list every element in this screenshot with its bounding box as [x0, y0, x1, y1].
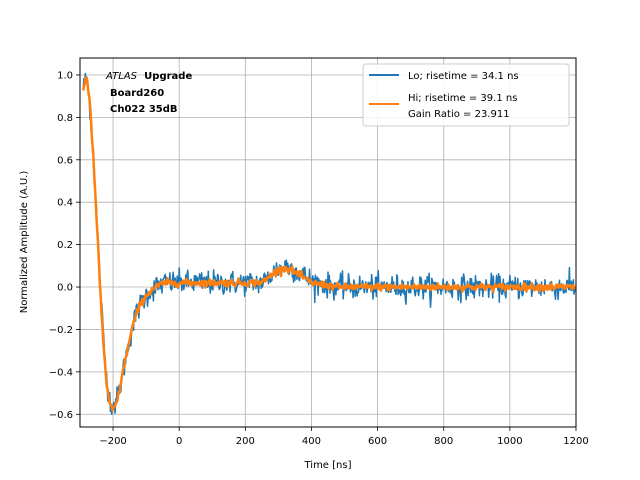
series-line-hi	[82, 76, 576, 412]
y-tick-label: 0.0	[57, 283, 73, 294]
x-tick-label: 800	[434, 436, 453, 447]
y-axis-ticks: −0.6 −0.4 −0.2 0.0 0.2 0.4 0.6 0.8 1.0	[49, 70, 80, 421]
y-tick-label: −0.2	[49, 325, 73, 336]
legend-label-hi-line1: Hi; risetime = 39.1 ns	[408, 93, 517, 104]
legend-label-lo: Lo; risetime = 34.1 ns	[408, 71, 519, 82]
y-tick-label: −0.4	[49, 367, 73, 378]
x-tick-label: 0	[176, 436, 182, 447]
y-tick-label: 0.4	[57, 198, 73, 209]
legend-label-hi-line2: Gain Ratio = 23.911	[408, 109, 510, 120]
y-tick-label: 0.2	[57, 240, 73, 251]
plot-area	[82, 72, 576, 416]
y-tick-label: 1.0	[57, 70, 73, 81]
x-tick-label: 400	[302, 436, 321, 447]
annotation-upgrade: Upgrade	[144, 71, 192, 82]
legend: Lo; risetime = 34.1 ns Hi; risetime = 39…	[362, 63, 570, 127]
x-tick-label: 1000	[497, 436, 522, 447]
legend-label-hi: Hi; risetime = 39.1 ns Gain Ratio = 23.9…	[408, 93, 521, 120]
x-axis-ticks: −200 0 200 400 600 800 1000 1200	[99, 427, 589, 447]
annotation-block: ATLAS Upgrade Board260 Ch022 35dB	[105, 71, 192, 115]
x-tick-label: 1200	[563, 436, 588, 447]
annotation-line-1: ATLAS Upgrade	[105, 71, 192, 82]
x-tick-label: −200	[99, 436, 126, 447]
y-tick-label: −0.6	[49, 410, 73, 421]
annotation-channel: Ch022 35dB	[110, 104, 178, 115]
x-axis-label: Time [ns]	[303, 460, 351, 471]
y-axis-label: Normalized Amplitude (A.U.)	[19, 171, 30, 314]
y-tick-label: 0.8	[57, 113, 73, 124]
plot-frame	[79, 57, 577, 428]
x-tick-label: 600	[368, 436, 387, 447]
y-tick-label: 0.6	[57, 155, 73, 166]
legend-box	[362, 63, 570, 127]
annotation-atlas: ATLAS	[105, 71, 138, 82]
x-tick-label: 200	[236, 436, 255, 447]
annotation-board: Board260	[110, 88, 164, 99]
